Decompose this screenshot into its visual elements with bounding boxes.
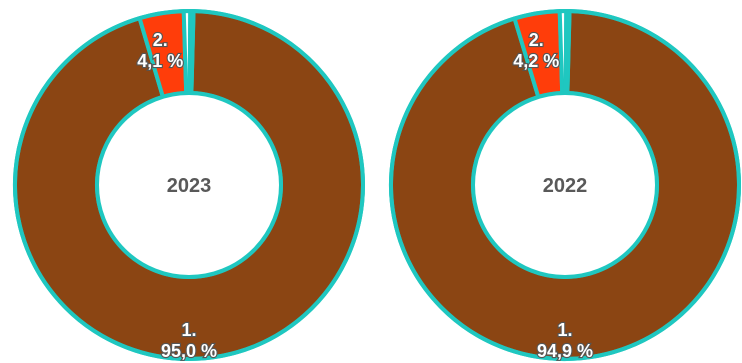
center-year-label: 2022	[543, 175, 588, 197]
donut-hole	[95, 91, 283, 279]
slice-label-1: 1. 94,9 %	[537, 320, 593, 361]
slice-4[interactable]	[187, 9, 196, 96]
slice-label-1: 1. 95,0 %	[161, 320, 217, 361]
donut-hole	[471, 91, 659, 279]
donut-outline	[389, 9, 741, 361]
donut-chart-2023: 2023 1. 95,0 % 2. 4,1 %	[13, 9, 365, 362]
center-year-label: 2023	[167, 175, 212, 197]
donut-outline	[13, 9, 365, 361]
slice-label-2: 2. 4,2 %	[513, 30, 559, 71]
slice-4[interactable]	[563, 9, 572, 96]
donut-chart-2022: 2022 1. 94,9 % 2. 4,2 %	[389, 9, 741, 362]
slice-label-2: 2. 4,1 %	[137, 30, 183, 71]
